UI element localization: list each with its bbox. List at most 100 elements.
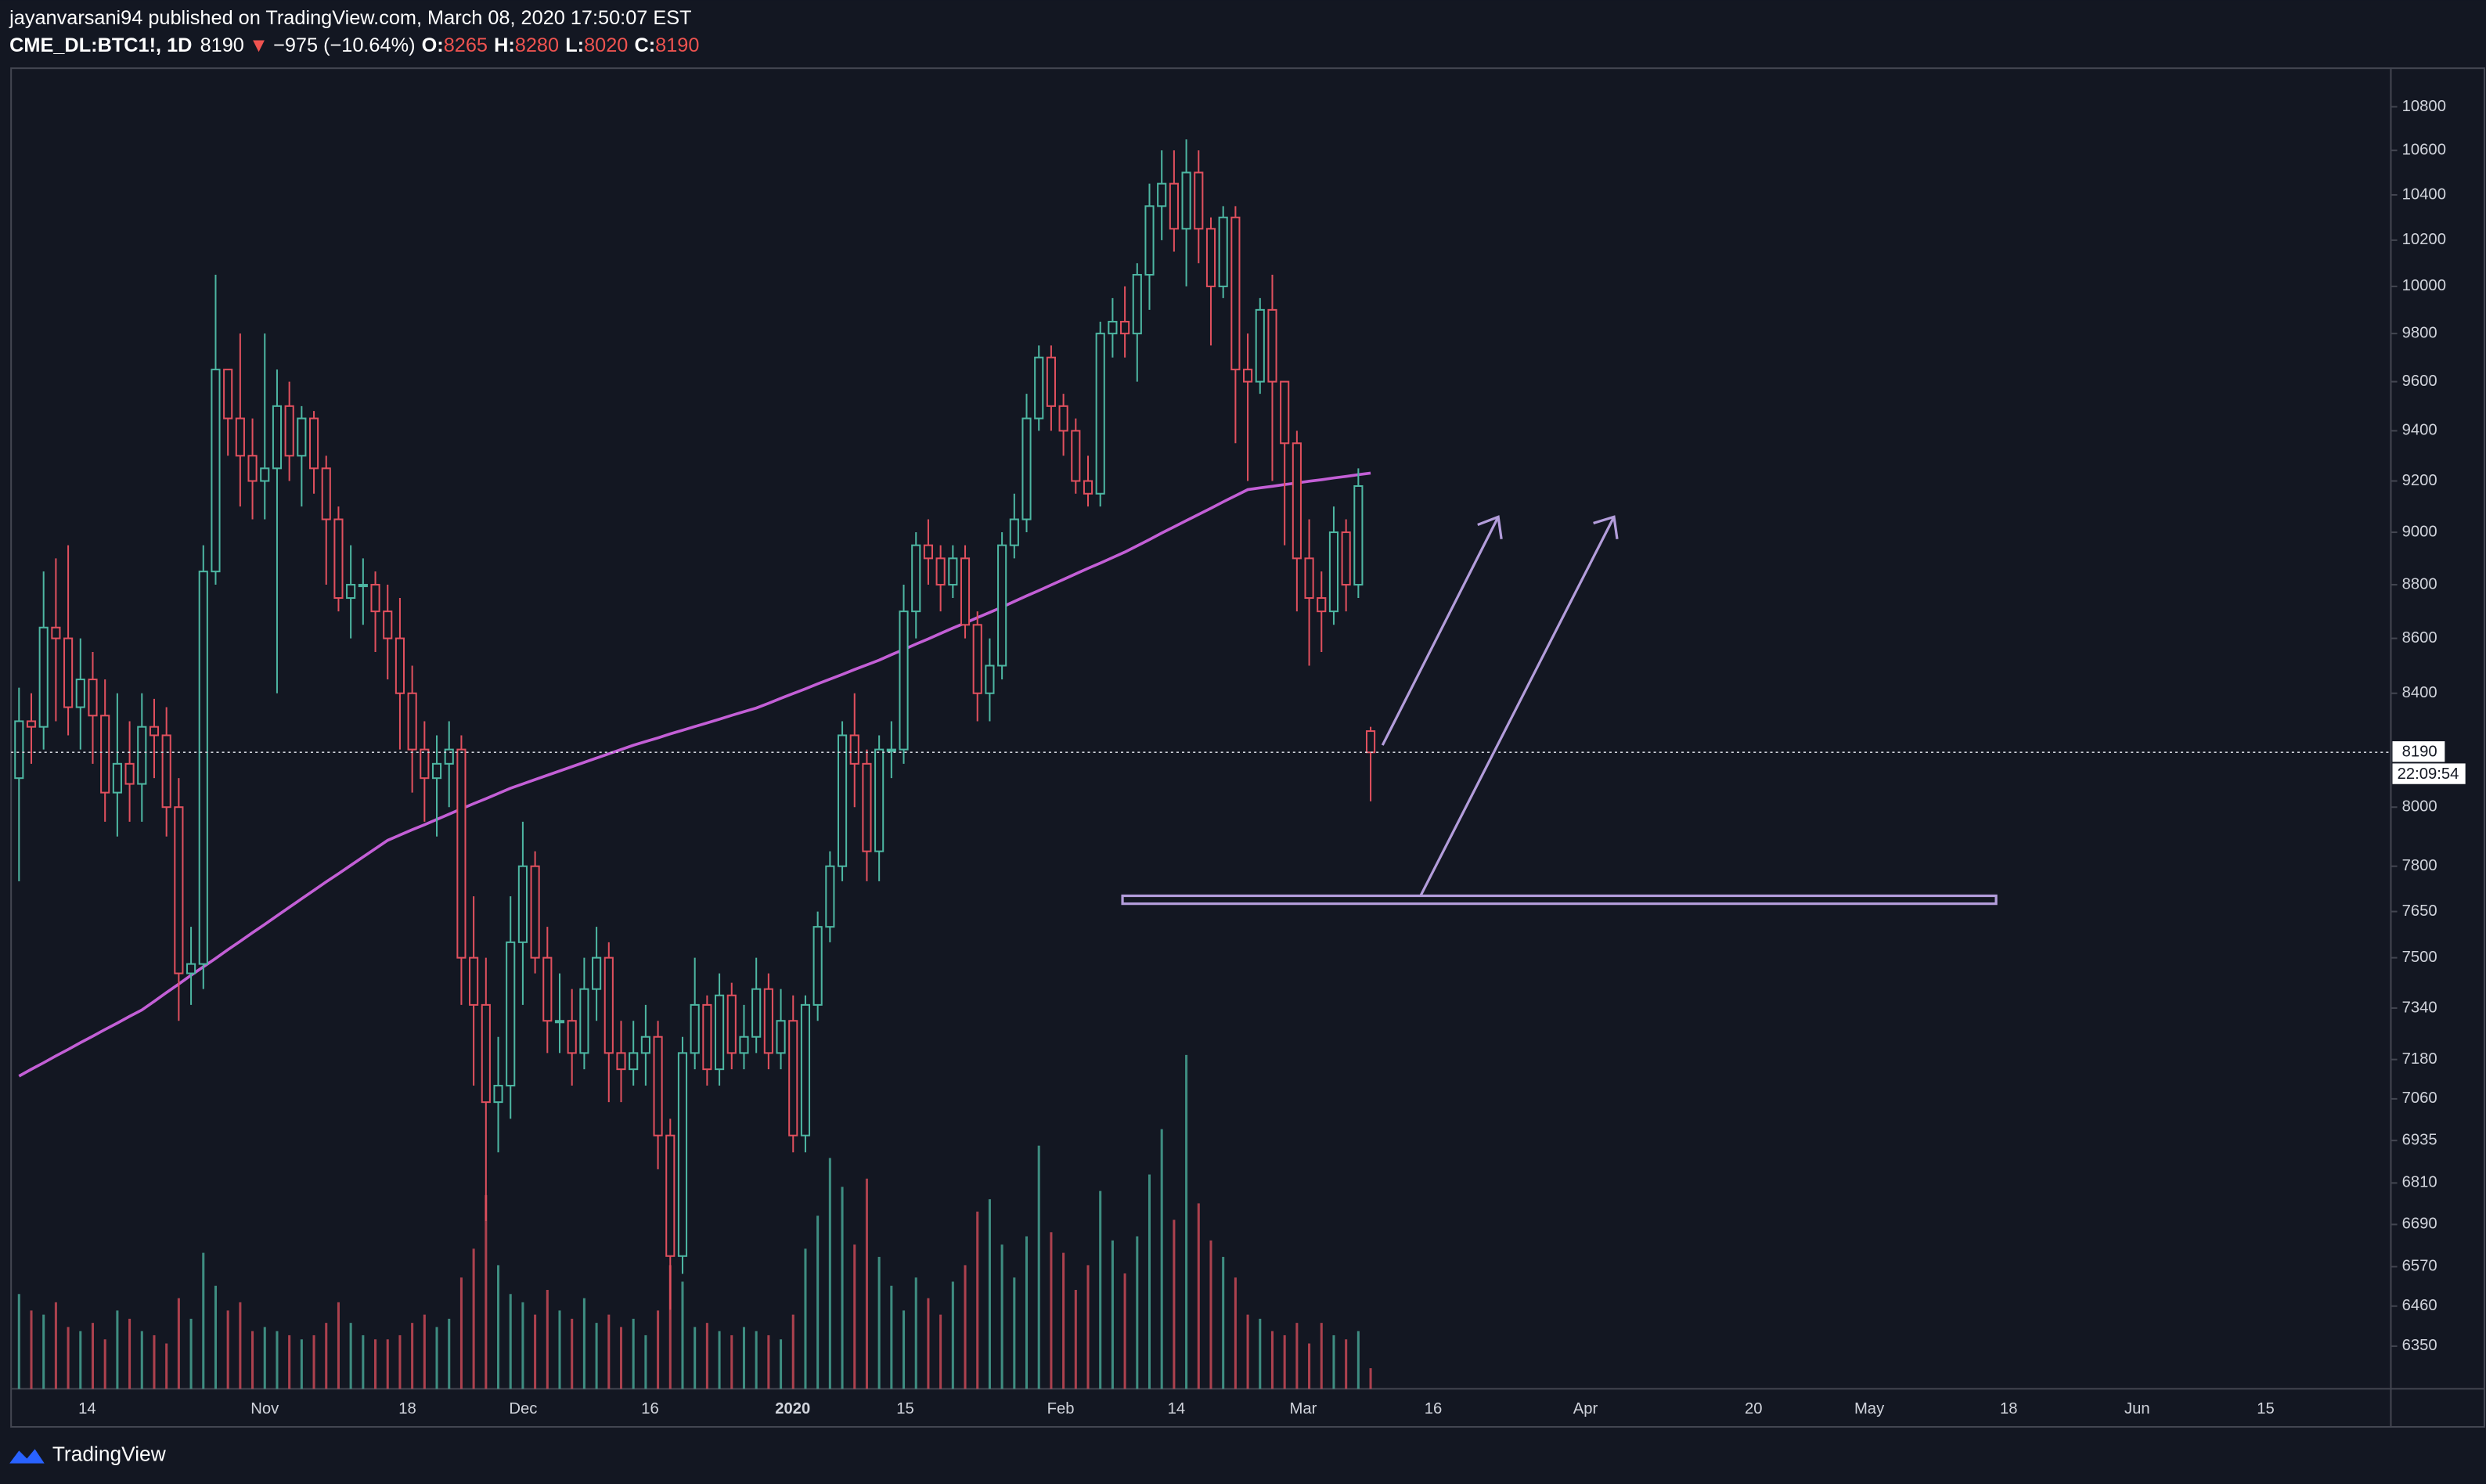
y-tick-label: 6690 [2402, 1216, 2437, 1233]
candle-body [751, 988, 762, 1038]
candle-body [75, 679, 85, 708]
candle-body [579, 988, 589, 1054]
volume-bar [214, 1285, 217, 1389]
y-tick-label: 10600 [2402, 142, 2446, 159]
candle-body [358, 584, 368, 588]
volume-bar [17, 1294, 20, 1389]
y-tick-label: 9800 [2402, 324, 2437, 341]
volume-bar [1320, 1323, 1323, 1389]
candle-body [1317, 597, 1327, 613]
volume-bar [718, 1331, 721, 1389]
candle-body [137, 726, 147, 785]
volume-bar [103, 1339, 106, 1389]
candle-body [38, 626, 49, 728]
y-tick-label: 9000 [2402, 523, 2437, 540]
candle-body [714, 994, 725, 1071]
price-label-box [2392, 741, 2445, 762]
volume-bar [1086, 1265, 1090, 1389]
price-label: 8190 [2402, 744, 2437, 761]
volume-bar [509, 1294, 512, 1389]
drawings [1121, 515, 1998, 906]
volume-bar [1369, 1368, 1372, 1389]
x-tick-label: 14 [78, 1400, 96, 1417]
volume-bar [54, 1302, 57, 1389]
publisher: jayanvarsani94 published on TradingView.… [9, 7, 691, 29]
candle-body [1194, 171, 1204, 230]
candle-body [26, 720, 37, 728]
volume-bar [1234, 1277, 1237, 1389]
volume-bar [681, 1281, 684, 1389]
candle-body [1083, 480, 1093, 495]
x-tick-label: May [1854, 1400, 1885, 1417]
candle-body [603, 956, 614, 1054]
y-tick-label: 6570 [2402, 1258, 2437, 1275]
volume-bar [263, 1327, 266, 1389]
frame [10, 67, 2485, 1428]
candle-body [161, 734, 171, 809]
candle-body [702, 1003, 712, 1071]
volume-bar [362, 1335, 365, 1389]
candle-body [112, 762, 122, 794]
support-zone [1121, 894, 1998, 906]
c-label: C: [634, 34, 655, 56]
y-tick-label: 9200 [2402, 472, 2437, 489]
volume-bar [791, 1314, 794, 1389]
volume-bar [288, 1335, 291, 1389]
volume-bar [312, 1335, 315, 1389]
volume-bar [1295, 1323, 1299, 1389]
volume-bar [582, 1298, 585, 1389]
candle-body [469, 956, 479, 1006]
volume-bar [521, 1302, 524, 1389]
volume-bar [496, 1265, 500, 1389]
volume-bar [177, 1298, 180, 1389]
candle-body [1328, 531, 1339, 613]
candle-body [1205, 228, 1216, 287]
volume-bar [472, 1248, 475, 1389]
arrow [1381, 516, 1500, 746]
candle-body [1292, 442, 1302, 560]
volume-bar [951, 1281, 954, 1389]
candle-body [272, 405, 283, 470]
volume-bar [865, 1178, 868, 1389]
volume-bar [632, 1318, 635, 1389]
candle-body [100, 715, 110, 794]
x-tick-label: 16 [1425, 1400, 1443, 1417]
y-tick-label: 7650 [2402, 902, 2437, 920]
y-tick-label: 7060 [2402, 1090, 2437, 1107]
open: 8265 [444, 34, 488, 56]
candle-body [726, 994, 737, 1054]
volume-bar [546, 1290, 549, 1389]
volume-bar [853, 1244, 856, 1389]
volume-bar [1099, 1190, 1102, 1389]
volume-bar [816, 1216, 820, 1389]
candle-body [788, 1020, 798, 1136]
candle-body [1181, 171, 1191, 230]
volume-bar [1185, 1054, 1188, 1389]
volume-bar [435, 1327, 438, 1389]
volume-bar [325, 1323, 328, 1389]
volume-bar [619, 1327, 623, 1389]
volume-bar [1050, 1232, 1053, 1389]
countdown: 22:09:54 [2398, 765, 2459, 783]
candle-body [1230, 216, 1241, 371]
candle-body [640, 1036, 650, 1054]
candle-body [1021, 417, 1032, 520]
volume-bar [1111, 1240, 1114, 1389]
candle-body [1157, 182, 1167, 207]
candle-body [1144, 205, 1155, 276]
y-tick-label: 6460 [2402, 1297, 2437, 1314]
candle-body [530, 865, 540, 959]
y-tick-label: 7800 [2402, 857, 2437, 874]
volume-bar [841, 1187, 844, 1389]
volume-bar [877, 1256, 881, 1389]
x-tick-label: 18 [398, 1400, 416, 1417]
volume-bar [485, 1194, 488, 1389]
x-tick-label: 20 [1745, 1400, 1763, 1417]
volume-bar [964, 1265, 967, 1389]
candle-body [198, 571, 208, 965]
y-tick-label: 8800 [2402, 575, 2437, 593]
x-tick-label: Mar [1290, 1400, 1317, 1417]
volume-bar [534, 1314, 537, 1389]
x-tick-label: 16 [641, 1400, 659, 1417]
volume-bar [804, 1248, 807, 1389]
